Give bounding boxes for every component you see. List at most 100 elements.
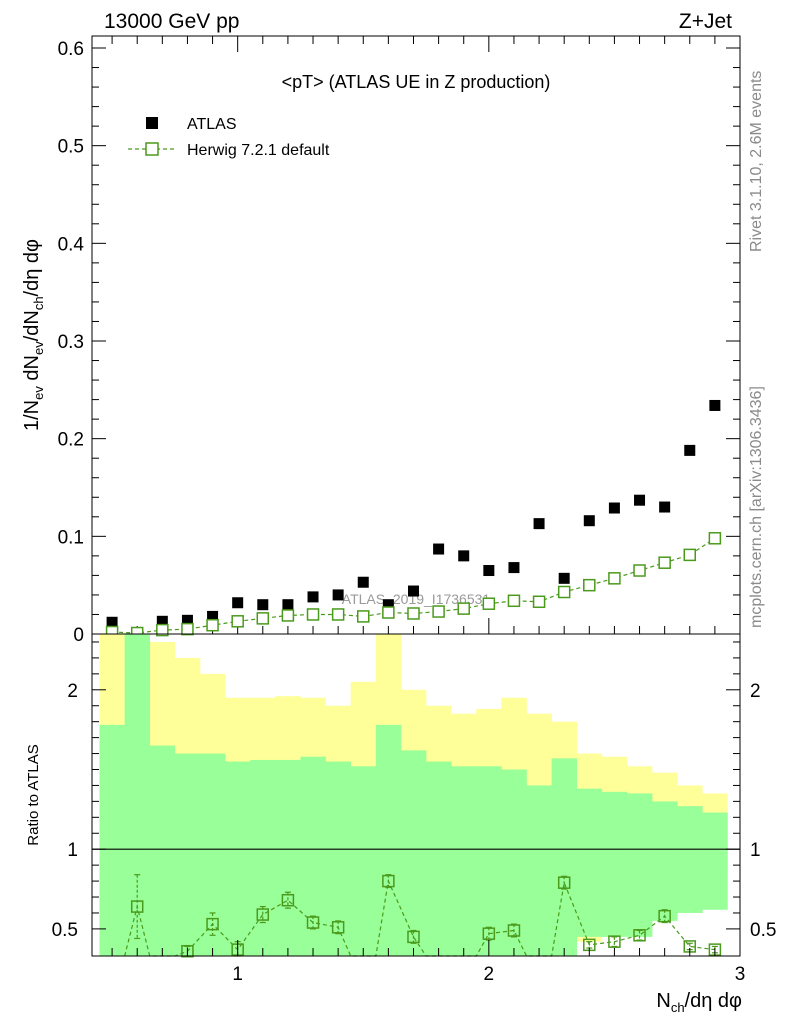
stat-uncertainty-band (250, 759, 276, 956)
atlas-data-point (407, 585, 419, 597)
atlas-data-point (583, 515, 595, 527)
atlas-data-point (181, 614, 193, 626)
rivet-version-label: Rivet 3.1.10, 2.6M events (748, 71, 765, 252)
y-tick-label: 0.4 (58, 234, 85, 255)
stat-uncertainty-band (350, 766, 377, 956)
ratio-herwig-point (382, 874, 395, 888)
atlas-data-point (533, 518, 545, 530)
ratio-herwig-point (482, 927, 496, 940)
ratio-y-tick-label: 2 (67, 681, 78, 702)
atlas-data-point (106, 616, 118, 628)
ratio-y-tick-label: 1 (67, 840, 78, 861)
atlas-data-point (659, 501, 671, 513)
stat-uncertainty-band (426, 761, 452, 956)
atlas-data-point (257, 599, 269, 611)
herwig-data-point (306, 608, 320, 621)
herwig-data-point (281, 609, 295, 622)
herwig-data-point (357, 610, 370, 623)
atlas-data-point (483, 565, 495, 577)
stat-uncertainty-band (677, 806, 703, 913)
ratio-herwig-line (124, 879, 715, 957)
x-tick-label: 2 (484, 964, 495, 985)
atlas-data-point (207, 610, 219, 622)
atlas-data-point (156, 615, 168, 627)
atlas-data-point (458, 550, 470, 562)
ratio-y-tick-label-right: 1 (750, 840, 761, 861)
atlas-data-point (608, 502, 620, 514)
stat-uncertainty-band (601, 791, 628, 937)
herwig-data-point (256, 612, 270, 625)
stat-uncertainty-band (99, 724, 125, 956)
stat-uncertainty-band (652, 801, 678, 921)
ratio-herwig-point (130, 900, 144, 913)
herwig-data-point (658, 556, 671, 569)
atlas-data-point (709, 399, 721, 411)
stat-uncertainty-band (375, 724, 402, 956)
herwig-data-point (482, 597, 496, 610)
herwig-data-point (181, 622, 194, 636)
atlas-data-point (634, 494, 646, 506)
legend-herwig-label: Herwig 7.2.1 default (187, 142, 330, 159)
ratio-herwig-point (256, 908, 270, 921)
atlas-data-point (282, 599, 294, 611)
atlas-data-point (558, 572, 570, 584)
main-panel: 0 0.1 0.2 0.3 0.4 0.5 0.6 <pT> (ATLAS UE in Z … (21, 35, 741, 646)
stat-uncertainty-band (476, 766, 502, 956)
atlas-data-point (382, 599, 394, 611)
herwig-data-point (683, 548, 697, 562)
herwig-data-point (407, 607, 420, 620)
stat-uncertainty-band (451, 766, 477, 956)
main-y-axis-label: 1/Nev dNev/dNch/dη dφ (21, 239, 46, 431)
x-tick-label: 1 (232, 964, 243, 985)
herwig-data-point (382, 606, 395, 619)
herwig-data-point (507, 594, 521, 608)
ratio-panel-frame (91, 633, 741, 957)
ratio-herwig-point (507, 924, 521, 937)
atlas-data-point (433, 543, 445, 555)
herwig-data-point (156, 623, 169, 637)
ratio-herwig-point (407, 930, 420, 944)
herwig-data-point (532, 595, 546, 609)
herwig-data-point (432, 605, 445, 618)
stat-uncertainty-band (576, 788, 603, 937)
legend-herwig-marker (145, 142, 159, 156)
y-tick-label: 0.1 (58, 527, 84, 548)
herwig-data-point (583, 578, 596, 592)
chart-title: <pT> (ATLAS UE in Z production) (282, 72, 551, 92)
legend-atlas-label: ATLAS (187, 116, 237, 133)
ratio-y-axis: 0.5 0.5 1 1 2 2 (52, 641, 776, 941)
x-axis-label: Nch/dη dφ (656, 990, 742, 1015)
stat-uncertainty-band (400, 750, 427, 956)
herwig-data-point (331, 608, 345, 621)
stat-uncertainty-band (702, 812, 728, 910)
atlas-data-point (508, 562, 520, 574)
stat-uncertainty-band (149, 745, 176, 956)
main-y-axis: 0 0.1 0.2 0.3 0.4 0.5 0.6 (58, 39, 740, 646)
ratio-herwig-point (181, 944, 194, 958)
stat-uncertainty-band (501, 769, 527, 956)
mcplots-reference-label: mcplots.cern.ch [arXiv:1306.3436] (748, 386, 765, 628)
herwig-data-point (206, 618, 219, 632)
atlas-data-point (307, 591, 319, 603)
atlas-data-point (684, 444, 696, 456)
herwig-data-point (557, 585, 571, 599)
ratio-y-tick-label-right: 0.5 (750, 920, 776, 941)
y-tick-label: 0.3 (58, 332, 84, 353)
ratio-y-tick-label-right: 2 (750, 681, 761, 702)
legend: ATLAS Herwig 7.2.1 default (128, 116, 330, 159)
y-tick-label: 0.5 (58, 137, 84, 158)
stat-uncertainty-band (174, 753, 201, 956)
ratio-panel: 0.5 0.5 1 1 2 2 1 2 3 Ratio to ATLAS Nch/dη dφ (25, 633, 776, 1015)
ratio-herwig-point (206, 917, 219, 931)
y-tick-label: 0.6 (58, 39, 84, 60)
stat-uncertainty-band (200, 753, 226, 956)
ratio-herwig-point (331, 921, 345, 934)
ratio-y-axis-label: Ratio to ATLAS (25, 744, 42, 845)
stat-uncertainty-band (225, 761, 251, 956)
beam-energy-label: 13000 GeV pp (104, 10, 239, 33)
atlas-data-point (332, 589, 344, 601)
legend-atlas-marker (146, 117, 158, 129)
y-tick-label: 0.2 (58, 430, 84, 451)
ratio-uncertainty-bands (99, 634, 728, 956)
